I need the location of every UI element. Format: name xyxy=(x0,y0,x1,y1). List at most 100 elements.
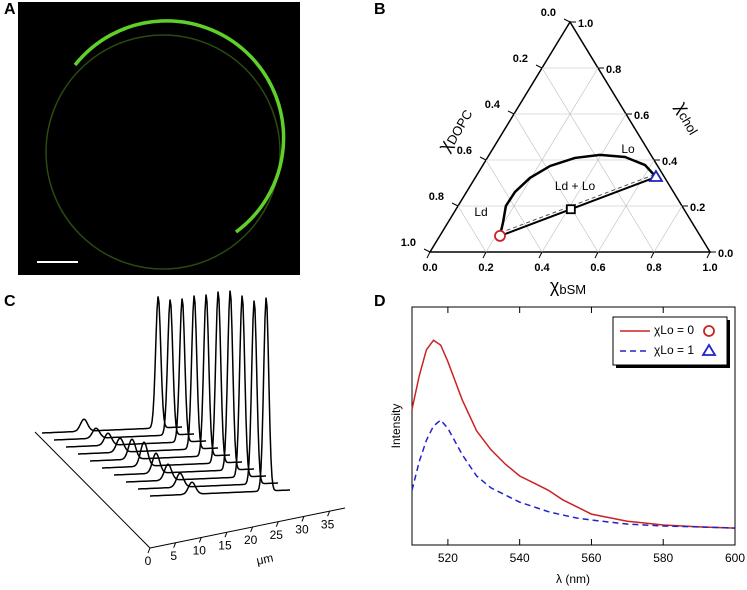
tick-label: 1.0 xyxy=(702,262,717,274)
legend-marker xyxy=(703,325,715,337)
trace xyxy=(114,290,254,476)
x-tick-label: 5 xyxy=(170,549,177,563)
tick-label: 0.2 xyxy=(478,262,493,274)
micrograph xyxy=(18,2,300,275)
tick-mark xyxy=(706,251,711,259)
tick-mark xyxy=(426,251,431,259)
panel-label: B xyxy=(374,1,386,18)
tick-mark xyxy=(507,110,515,115)
phase-boundary xyxy=(498,153,657,237)
grid-line xyxy=(513,113,599,253)
tick-label: 0.0 xyxy=(422,262,437,274)
grid-line xyxy=(541,67,655,253)
tick-mark xyxy=(423,248,431,253)
axis-title: χbSM xyxy=(550,276,586,298)
vesicle-dim xyxy=(45,34,281,270)
annotation: Ld + Lo xyxy=(555,179,596,193)
tick-mark xyxy=(482,251,487,259)
x-tick-label: 30 xyxy=(295,523,309,537)
x-tick-label: 20 xyxy=(244,533,258,547)
axis-title: χchol xyxy=(671,98,706,138)
x-axis-title: λ (nm) xyxy=(556,572,590,586)
grid-line xyxy=(485,159,543,253)
tick-mark xyxy=(250,526,254,533)
trace xyxy=(138,300,278,490)
x-tick-label: 25 xyxy=(270,528,284,542)
tick-mark xyxy=(327,510,331,517)
x-tick-label: 10 xyxy=(193,544,207,558)
image-background xyxy=(18,2,300,275)
legend-label: χLo = 1 xyxy=(654,343,694,357)
panel-label: D xyxy=(374,293,386,310)
tick-label: 0.8 xyxy=(606,64,621,76)
tick-label: 0.2 xyxy=(690,202,705,214)
axis-title-sub: bSM xyxy=(559,282,586,297)
series-line xyxy=(411,419,736,529)
tick-label: 1.0 xyxy=(401,237,416,249)
tick-label: 0.0 xyxy=(541,7,556,19)
tick-label: 0.6 xyxy=(634,110,649,122)
panel-label: C xyxy=(4,293,16,310)
tick-label: 0.8 xyxy=(429,191,444,203)
tick-label: 0.2 xyxy=(513,53,528,65)
trace xyxy=(42,296,182,434)
axis-title-sub: DOPC xyxy=(444,107,476,147)
tick-mark xyxy=(563,18,571,23)
tick-mark xyxy=(538,251,543,259)
x-tick-label: 520 xyxy=(438,551,458,565)
tick-label: 0.0 xyxy=(718,248,733,260)
tick-label: 0.4 xyxy=(534,262,550,274)
x-tick-label: 600 xyxy=(725,551,745,565)
tick-mark xyxy=(275,521,279,527)
tie-point xyxy=(565,204,576,215)
tie-point xyxy=(494,229,506,242)
axis-title-symbol: χ xyxy=(550,276,560,296)
x-tick-label: 0 xyxy=(145,554,152,568)
tick-label: 0.6 xyxy=(457,145,472,157)
plot-frame xyxy=(411,306,736,546)
x-tick-label: 540 xyxy=(510,551,530,565)
base-edge xyxy=(34,431,151,549)
trace xyxy=(150,297,290,497)
vesicle-bright xyxy=(73,19,286,234)
tie-point xyxy=(648,169,664,182)
annotation: Ld xyxy=(474,205,487,219)
grid-line xyxy=(653,205,683,253)
tick-mark xyxy=(479,156,487,161)
legend-box xyxy=(612,316,728,366)
annotation: Lo xyxy=(621,142,635,156)
axis-title-sub: chol xyxy=(675,109,700,137)
x-tick-label: 35 xyxy=(321,517,335,531)
series-line xyxy=(411,339,736,529)
tick-label: 0.8 xyxy=(646,262,661,274)
grid-line xyxy=(457,205,487,253)
tick-label: 0.6 xyxy=(590,262,605,274)
tick-mark xyxy=(198,537,202,543)
x-axis-title: μm xyxy=(255,551,274,568)
grid-line xyxy=(541,113,627,253)
trace xyxy=(126,295,266,483)
legend-label: χLo = 0 xyxy=(654,323,694,337)
tick-label: 1.0 xyxy=(578,18,593,30)
tick-mark xyxy=(451,202,459,207)
tick-mark xyxy=(650,251,655,259)
x-tick-label: 15 xyxy=(218,538,232,552)
trace xyxy=(54,299,194,441)
tick-mark xyxy=(224,532,228,538)
y-axis-title: Intensity xyxy=(389,404,403,449)
ternary-frame xyxy=(428,20,712,253)
panel-label: A xyxy=(4,1,16,18)
tick-mark xyxy=(173,542,177,548)
tick-mark xyxy=(301,516,305,522)
legend-marker xyxy=(701,343,717,356)
x-tick-label: 580 xyxy=(653,551,673,565)
tie-line-dashed xyxy=(499,173,657,234)
tick-label: 0.4 xyxy=(662,156,678,168)
tick-label: 0.4 xyxy=(485,99,501,111)
tick-mark xyxy=(535,64,543,69)
trace xyxy=(102,291,242,469)
tick-mark xyxy=(147,547,151,554)
base-edge xyxy=(149,507,346,549)
tick-mark xyxy=(594,251,599,259)
